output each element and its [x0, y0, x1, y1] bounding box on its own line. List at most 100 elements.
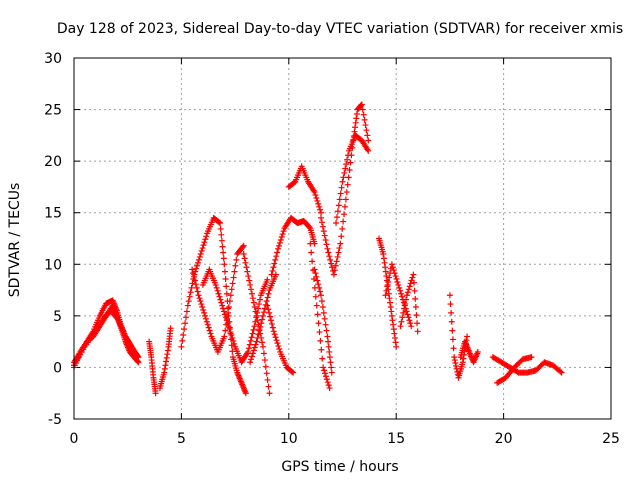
data-point	[528, 354, 535, 361]
data-point	[317, 337, 324, 344]
data-point	[321, 232, 328, 239]
data-point	[362, 122, 369, 129]
data-point	[387, 299, 394, 306]
data-point	[216, 293, 223, 300]
data-point	[331, 267, 338, 274]
data-point	[203, 233, 210, 240]
data-point	[135, 359, 142, 366]
data-point	[394, 278, 401, 285]
data-point	[276, 346, 283, 353]
data-point	[320, 228, 327, 235]
data-point	[333, 214, 340, 221]
series-arc-e	[156, 325, 174, 392]
data-point	[319, 223, 326, 230]
series-arc-v	[457, 338, 481, 366]
data-point	[252, 341, 259, 348]
data-point	[247, 337, 254, 344]
data-point	[249, 330, 256, 337]
series-arc-o	[311, 266, 335, 376]
data-point	[314, 277, 321, 284]
data-point	[380, 250, 387, 257]
data-point	[260, 343, 267, 350]
data-point	[391, 330, 398, 337]
data-point	[382, 264, 389, 271]
data-point	[230, 274, 237, 281]
data-point	[261, 357, 268, 364]
data-point	[250, 299, 257, 306]
data-point	[162, 362, 169, 369]
series-arc-c	[71, 307, 127, 369]
data-point	[318, 214, 325, 221]
data-point	[266, 390, 273, 397]
y-tick-label: 30	[44, 51, 62, 67]
data-point	[197, 250, 204, 257]
data-point	[345, 174, 352, 181]
data-point	[318, 219, 325, 226]
data-point	[382, 268, 389, 275]
data-point	[248, 353, 255, 360]
data-point	[333, 220, 340, 227]
data-point	[161, 369, 168, 376]
data-point	[256, 296, 263, 303]
data-point	[392, 339, 399, 346]
data-point	[410, 271, 417, 278]
data-point	[307, 240, 314, 247]
data-point	[386, 274, 393, 281]
data-point	[381, 259, 388, 266]
data-point	[317, 288, 324, 295]
data-point	[268, 271, 275, 278]
data-point	[263, 298, 270, 305]
data-point	[316, 203, 323, 210]
data-point	[212, 281, 219, 288]
data-point	[314, 311, 321, 318]
data-point	[328, 369, 335, 376]
data-point	[323, 376, 330, 383]
data-point	[228, 286, 235, 293]
data-point	[244, 268, 251, 275]
data-point	[352, 119, 359, 126]
data-point	[341, 169, 348, 176]
data-point	[167, 325, 174, 332]
data-point	[405, 286, 412, 293]
data-point	[325, 249, 332, 256]
series-arc-l	[264, 302, 297, 376]
data-point	[393, 343, 400, 350]
data-point	[202, 312, 209, 319]
series-arc-q	[333, 132, 372, 227]
series-arc-f	[178, 214, 249, 397]
data-point	[183, 308, 190, 315]
data-point	[321, 367, 328, 374]
data-point	[313, 302, 320, 309]
data-point	[274, 340, 281, 347]
data-point	[386, 295, 393, 302]
data-point	[248, 286, 255, 293]
data-point	[225, 309, 232, 316]
data-point	[474, 348, 481, 355]
series-arc-u	[446, 292, 471, 381]
data-point	[406, 317, 413, 324]
data-point	[214, 287, 221, 294]
data-point	[464, 333, 471, 340]
data-point	[334, 253, 341, 260]
data-point	[404, 289, 411, 296]
data-point	[398, 318, 405, 325]
data-point	[223, 290, 230, 297]
data-point	[316, 329, 323, 336]
x-tick-label: 25	[602, 431, 620, 447]
grid-lines	[74, 58, 611, 419]
data-point	[280, 228, 287, 235]
data-point	[414, 328, 421, 335]
data-point	[226, 326, 233, 333]
data-point	[353, 115, 360, 122]
data-point	[452, 360, 459, 367]
data-point	[161, 365, 168, 372]
data-point	[333, 258, 340, 265]
series-arc-t	[397, 271, 421, 335]
data-point	[277, 236, 284, 243]
data-point	[204, 321, 211, 328]
data-point	[273, 337, 280, 344]
data-point	[322, 370, 329, 377]
data-point	[180, 332, 187, 339]
data-point	[254, 317, 261, 324]
data-point	[164, 347, 171, 354]
